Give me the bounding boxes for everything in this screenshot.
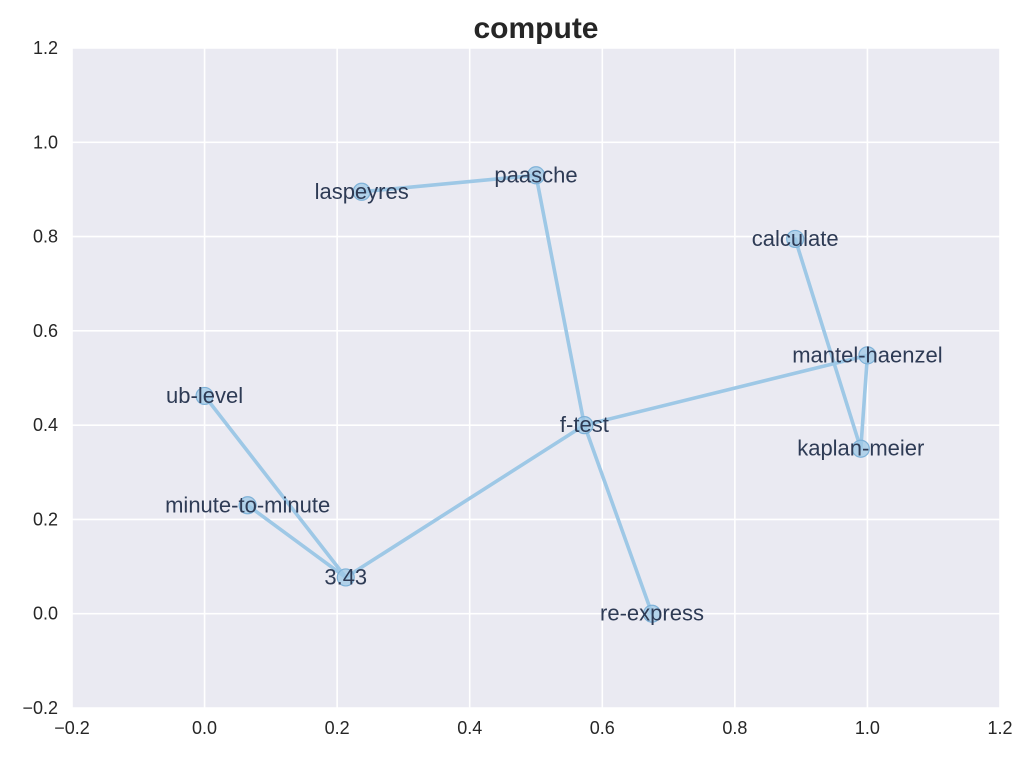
graph-edge	[858, 353, 870, 451]
graph-node	[858, 346, 877, 365]
graph-edge	[534, 173, 587, 427]
graph-edge	[582, 353, 870, 427]
y-tick-label: 1.0	[33, 132, 58, 152]
chart-title: compute	[473, 12, 598, 45]
node-label: re-express	[600, 601, 704, 626]
graph-node	[238, 496, 257, 515]
graph-edge	[245, 503, 348, 580]
x-tick-label: 0.0	[192, 718, 217, 738]
x-axis-ticks: −0.2 0.0 0.2 0.4 0.6 0.8 1.0 1.2	[54, 718, 1012, 738]
graph-node	[352, 182, 371, 201]
y-tick-label: 0.6	[33, 321, 58, 341]
x-tick-label: 1.2	[987, 718, 1012, 738]
y-tick-label: 0.0	[33, 604, 58, 624]
node-label: mantel-haenzel	[792, 342, 942, 367]
graph-node	[575, 416, 594, 435]
graph-node	[851, 439, 870, 458]
y-tick-label: 1.2	[33, 38, 58, 58]
y-tick-label: 0.2	[33, 509, 58, 529]
graph-edge	[359, 173, 538, 194]
node-label: f-test	[560, 412, 609, 437]
edges	[202, 173, 870, 616]
graph-node	[642, 604, 662, 623]
y-axis-ticks: −0.2 0.0 0.2 0.4 0.6 0.8 1.0 1.2	[22, 38, 58, 718]
graph-edge	[202, 394, 348, 580]
nodes	[195, 166, 877, 623]
y-tick-label: 0.8	[33, 227, 58, 247]
node-label: 3.43	[324, 564, 367, 589]
graph-node	[786, 229, 805, 249]
y-tick-label: 0.4	[33, 415, 58, 435]
x-tick-label: 0.8	[722, 718, 747, 738]
node-label: ub-level	[166, 383, 243, 408]
graph-node	[526, 166, 546, 185]
x-tick-label: 0.4	[457, 718, 482, 738]
x-tick-label: 1.0	[855, 718, 880, 738]
node-label: minute-to-minute	[165, 492, 330, 517]
node-labels: laspeyres paasche calculate mantel-haenzel k…	[165, 162, 943, 625]
node-label: calculate	[752, 226, 839, 251]
plot-area	[72, 48, 1000, 708]
graph-node	[336, 568, 355, 587]
graph-edge	[343, 423, 587, 580]
x-tick-label: 0.6	[590, 718, 615, 738]
x-tick-label: 0.2	[325, 718, 350, 738]
graph-edge	[582, 423, 654, 616]
graph-node	[195, 386, 214, 406]
graph-edge	[793, 237, 863, 451]
y-tick-label: −0.2	[22, 698, 58, 718]
x-tick-label: −0.2	[54, 718, 90, 738]
node-label: paasche	[494, 162, 577, 187]
node-label: kaplan-meier	[797, 436, 924, 461]
node-label: laspeyres	[315, 179, 409, 204]
